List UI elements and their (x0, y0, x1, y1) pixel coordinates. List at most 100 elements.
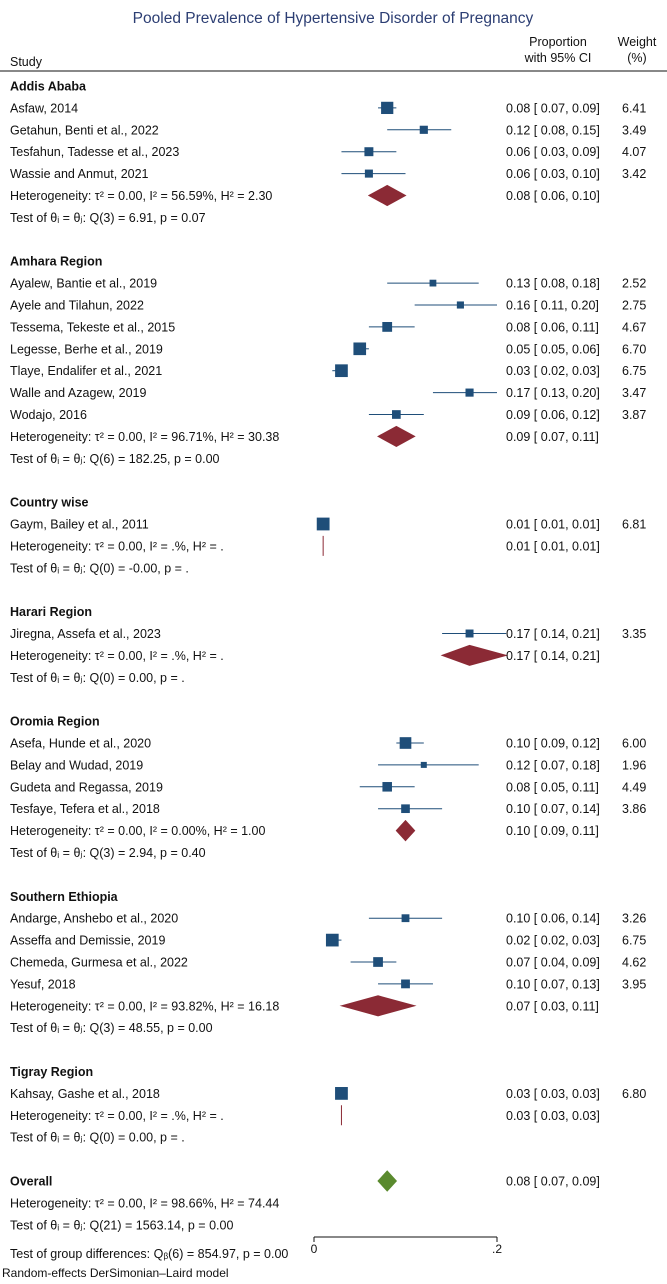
study-weight: 3.42 (622, 167, 646, 181)
study-ci-text: 0.10 [ 0.06, 0.14] (506, 912, 600, 926)
study-ci-text: 0.13 [ 0.08, 0.18] (506, 277, 600, 291)
study-marker (335, 1087, 348, 1100)
overall-test-text: Test of θᵢ = θⱼ: Q(21) = 1563.14, p = 0.… (10, 1218, 233, 1232)
group-test-text: Test of θᵢ = θⱼ: Q(6) = 182.25, p = 0.00 (10, 452, 220, 466)
study-weight: 4.67 (622, 320, 646, 334)
pooled-diamond (339, 995, 417, 1017)
study-label: Jiregna, Assefa et al., 2023 (10, 627, 161, 641)
study-label: Getahun, Benti et al., 2022 (10, 123, 159, 137)
study-ci-text: 0.17 [ 0.14, 0.21] (506, 627, 600, 641)
study-ci-text: 0.10 [ 0.07, 0.13] (506, 977, 600, 991)
study-weight: 6.00 (622, 737, 646, 751)
study-label: Tesfahun, Tadesse et al., 2023 (10, 145, 179, 159)
study-marker (381, 101, 394, 115)
study-weight: 3.49 (622, 123, 646, 137)
group-label: Amhara Region (10, 255, 102, 269)
study-marker (316, 517, 330, 531)
study-marker (382, 322, 393, 332)
pooled-diamond (377, 425, 416, 447)
study-weight: 4.49 (622, 780, 646, 794)
study-ci-text: 0.08 [ 0.07, 0.09] (506, 101, 600, 115)
pooled-ci-text: 0.07 [ 0.03, 0.11] (506, 999, 599, 1013)
pooled-diamond (395, 819, 416, 842)
study-weight: 3.26 (622, 912, 646, 926)
study-label: Gaym, Bailey et al., 2011 (10, 518, 149, 532)
study-ci-text: 0.02 [ 0.02, 0.03] (506, 934, 600, 948)
chart-title: Pooled Prevalence of Hypertensive Disord… (133, 10, 534, 27)
pooled-ci-text: 0.17 [ 0.14, 0.21] (506, 649, 600, 663)
study-weight: 1.96 (622, 758, 646, 772)
group-test-text: Test of θᵢ = θⱼ: Q(0) = 0.00, p = . (10, 1131, 185, 1145)
study-ci-text: 0.03 [ 0.03, 0.03] (506, 1087, 600, 1101)
proportion-header-line1: Proportion (529, 35, 587, 49)
study-ci-text: 0.12 [ 0.07, 0.18] (506, 758, 600, 772)
study-marker (325, 933, 339, 947)
study-marker (456, 301, 464, 309)
study-label: Asseffa and Demissie, 2019 (10, 934, 165, 948)
study-ci-text: 0.17 [ 0.13, 0.20] (506, 386, 600, 400)
study-marker (373, 957, 383, 967)
study-ci-text: 0.10 [ 0.07, 0.14] (506, 802, 600, 816)
pooled-diamond (367, 184, 407, 207)
study-marker (401, 979, 410, 989)
study-label: Belay and Wudad, 2019 (10, 758, 143, 772)
study-marker (420, 761, 427, 768)
heterogeneity-text: Heterogeneity: τ² = 0.00, I² = 96.71%, H… (10, 430, 279, 444)
pooled-ci-text: 0.09 [ 0.07, 0.11] (506, 430, 599, 444)
overall-heterogeneity-text: Heterogeneity: τ² = 0.00, I² = 98.66%, H… (10, 1196, 279, 1210)
forest-rows: Addis Ababa Asfaw, 2014 0.08 [ 0.07, 0.09]… (10, 80, 646, 1261)
study-label: Gudeta and Regassa, 2019 (10, 780, 163, 794)
x-axis: 0.2 (311, 1236, 502, 1256)
study-marker (392, 410, 401, 419)
group-label: Southern Ethiopia (10, 890, 119, 904)
study-marker (364, 169, 373, 178)
study-marker (401, 804, 410, 814)
study-label: Ayele and Tilahun, 2022 (10, 299, 144, 313)
study-label: Asefa, Hunde et al., 2020 (10, 737, 151, 751)
study-weight: 3.86 (622, 802, 646, 816)
heterogeneity-text: Heterogeneity: τ² = 0.00, I² = .%, H² = … (10, 649, 224, 663)
heterogeneity-text: Heterogeneity: τ² = 0.00, I² = 56.59%, H… (10, 189, 272, 203)
pooled-ci-text: 0.03 [ 0.03, 0.03] (506, 1109, 600, 1123)
overall-ci-text: 0.08 [ 0.07, 0.09] (506, 1175, 600, 1189)
study-weight: 2.75 (622, 299, 646, 313)
group-label: Country wise (10, 496, 89, 510)
weight-header-line2: (%) (627, 51, 646, 65)
study-ci-text: 0.05 [ 0.05, 0.06] (506, 342, 600, 356)
study-weight: 6.70 (622, 342, 646, 356)
study-label: Wassie and Anmut, 2021 (10, 167, 149, 181)
study-marker (401, 914, 410, 923)
study-label: Legesse, Berhe et al., 2019 (10, 342, 163, 356)
study-label: Andarge, Anshebo et al., 2020 (10, 912, 178, 926)
study-ci-text: 0.08 [ 0.05, 0.11] (506, 780, 599, 794)
x-tick-label: .2 (492, 1242, 502, 1256)
overall-diamond (377, 1170, 398, 1192)
group-test-text: Test of θᵢ = θⱼ: Q(3) = 48.55, p = 0.00 (10, 1021, 213, 1035)
study-weight: 4.07 (622, 145, 646, 159)
study-weight: 3.35 (622, 627, 646, 641)
heterogeneity-text: Heterogeneity: τ² = 0.00, I² = .%, H² = … (10, 539, 224, 553)
group-test-text: Test of θᵢ = θⱼ: Q(3) = 2.94, p = 0.40 (10, 846, 206, 860)
study-marker (335, 364, 348, 378)
study-ci-text: 0.16 [ 0.11, 0.20] (506, 299, 599, 313)
group-label: Oromia Region (10, 715, 100, 729)
study-ci-text: 0.03 [ 0.02, 0.03] (506, 364, 600, 378)
study-label: Walle and Azagew, 2019 (10, 386, 146, 400)
pooled-ci-text: 0.01 [ 0.01, 0.01] (506, 539, 600, 553)
model-footnote: Random-effects DerSimonian–Laird model (2, 1266, 229, 1280)
overall-label: Overall (10, 1175, 52, 1189)
study-marker (399, 737, 412, 749)
group-label: Addis Ababa (10, 80, 87, 94)
study-column-header: Study (10, 55, 43, 69)
study-label: Ayalew, Bantie et al., 2019 (10, 277, 157, 291)
study-weight: 3.95 (622, 977, 646, 991)
study-weight: 3.47 (622, 386, 646, 400)
pooled-ci-text: 0.08 [ 0.06, 0.10] (506, 189, 600, 203)
study-weight: 6.41 (622, 101, 646, 115)
study-label: Tessema, Tekeste et al., 2015 (10, 320, 175, 334)
study-marker (353, 342, 367, 356)
study-label: Tlaye, Endalifer et al., 2021 (10, 364, 162, 378)
study-marker (364, 147, 374, 157)
group-differences-text: Test of group differences: Qᵦ(6) = 854.9… (10, 1247, 288, 1261)
